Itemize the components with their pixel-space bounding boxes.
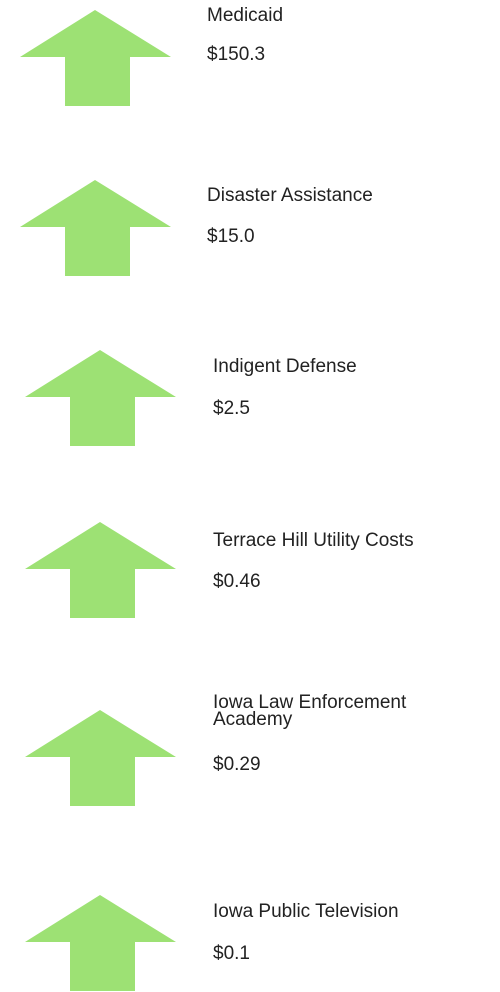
item-amount: $0.46 (213, 571, 261, 592)
item-label: Disaster Assistance (207, 185, 373, 206)
up-arrow (25, 895, 176, 991)
up-arrow (20, 10, 171, 106)
item-label: Medicaid (207, 5, 284, 26)
arrow-shape (25, 895, 176, 991)
arrow-shape (25, 522, 176, 618)
arrow-shape (25, 710, 176, 806)
item-amount: $15.0 (207, 226, 255, 247)
item-amount: $0.1 (213, 943, 250, 964)
up-arrow (20, 180, 171, 276)
item-label: Terrace Hill Utility Costs (213, 530, 414, 551)
item-amount: $150.3 (207, 44, 266, 65)
arrow-shape (20, 180, 171, 276)
item-amount: $0.29 (213, 754, 261, 775)
item-label: Iowa Public Television (213, 901, 399, 922)
arrow-shape (20, 10, 171, 106)
arrow-shape (25, 350, 176, 446)
item-label: Iowa Law Enforcement Academy (213, 692, 407, 730)
item-amount: $2.5 (213, 398, 250, 419)
item-label: Indigent Defense (213, 356, 357, 377)
up-arrow (25, 350, 176, 446)
up-arrow (25, 710, 176, 806)
up-arrow (25, 522, 176, 618)
